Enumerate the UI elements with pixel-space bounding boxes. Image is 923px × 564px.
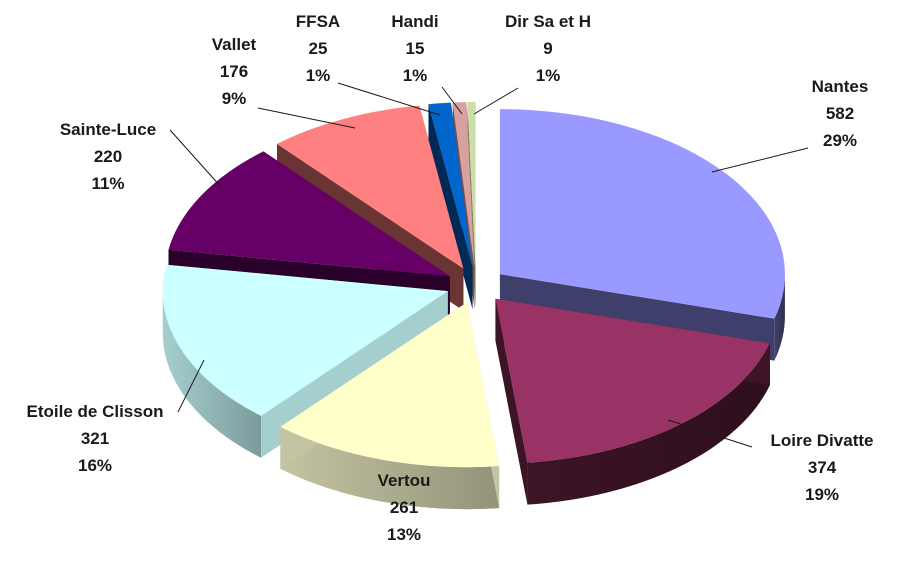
leader-ffsa	[337, 82, 441, 116]
label-name-nantes: Nantes	[812, 77, 869, 96]
leader-lines	[169, 82, 809, 448]
leader-nantes	[711, 147, 809, 173]
leader-sainte-luce	[169, 129, 223, 189]
label-value-vertou: 261	[390, 498, 418, 517]
label-value-handi: 15	[406, 39, 425, 58]
slice-face-loire-divatte-1	[495, 298, 528, 505]
label-value-etoile-de-clisson: 321	[81, 429, 109, 448]
leader-loire-divatte	[667, 419, 753, 448]
label-name-ffsa: FFSA	[296, 12, 340, 31]
label-percent-ffsa: 1%	[306, 66, 331, 85]
slice-etoile-de-clisson[interactable]	[162, 264, 448, 416]
label-name-etoile-de-clisson: Etoile de Clisson	[27, 402, 164, 421]
slice-sainte-luce[interactable]	[168, 151, 450, 277]
label-value-loire-divatte: 374	[808, 458, 837, 477]
label-percent-etoile-de-clisson: 16%	[78, 456, 112, 475]
pie-tops	[162, 102, 785, 468]
label-percent-dir-sa-et-h: 1%	[536, 66, 561, 85]
leader-handi	[441, 86, 463, 115]
label-name-vallet: Vallet	[212, 35, 257, 54]
label-value-dir-sa-et-h: 9	[543, 39, 552, 58]
leader-dir-sa-et-h	[473, 87, 519, 115]
label-percent-loire-divatte: 19%	[805, 485, 839, 504]
label-name-dir-sa-et-h: Dir Sa et H	[505, 12, 591, 31]
label-name-sainte-luce: Sainte-Luce	[60, 120, 156, 139]
label-value-sainte-luce: 220	[94, 147, 122, 166]
leader-etoile-de-clisson	[177, 359, 205, 413]
leader-vallet	[257, 107, 356, 129]
slice-loire-divatte[interactable]	[495, 298, 770, 463]
label-percent-sainte-luce: 11%	[91, 174, 124, 193]
slice-handi[interactable]	[452, 102, 475, 268]
label-value-ffsa: 25	[309, 39, 328, 58]
slice-nantes[interactable]	[499, 109, 785, 319]
slice-dir-sa-et-h[interactable]	[467, 102, 476, 268]
slice-ffsa[interactable]	[428, 102, 473, 268]
label-name-handi: Handi	[391, 12, 438, 31]
slice-face-ffsa-0	[428, 104, 473, 310]
label-percent-vallet: 9%	[222, 89, 247, 108]
slice-wall-shade-etoile-de-clisson	[162, 291, 262, 458]
slice-vallet[interactable]	[276, 105, 464, 269]
slice-wall-shade-loire-divatte	[527, 343, 770, 505]
label-percent-vertou: 13%	[387, 525, 421, 544]
label-name-loire-divatte: Loire Divatte	[771, 431, 874, 450]
slice-wall-shade-vertou	[280, 426, 500, 510]
label-value-vallet: 176	[220, 62, 248, 81]
label-value-nantes: 582	[826, 104, 854, 123]
slice-wall-shade-nantes	[774, 274, 785, 361]
label-percent-nantes: 29%	[823, 131, 857, 150]
label-name-vertou: Vertou	[378, 471, 431, 490]
slice-vertou[interactable]	[280, 302, 500, 468]
label-percent-handi: 1%	[403, 66, 428, 85]
data-labels: Nantes 582 29% Loire Divatte 374 19% Vertou 261…	[27, 12, 874, 544]
